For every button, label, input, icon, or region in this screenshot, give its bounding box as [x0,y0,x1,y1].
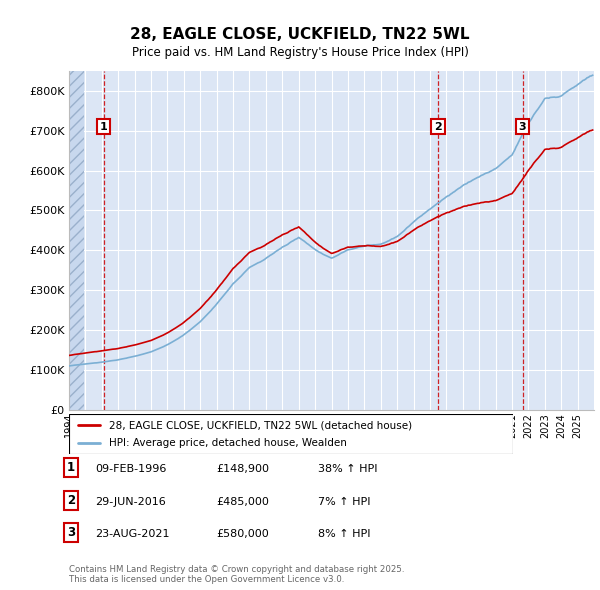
Text: £580,000: £580,000 [216,529,269,539]
Text: 23-AUG-2021: 23-AUG-2021 [95,529,169,539]
Text: 38% ↑ HPI: 38% ↑ HPI [318,464,377,474]
Text: Contains HM Land Registry data © Crown copyright and database right 2025.
This d: Contains HM Land Registry data © Crown c… [69,565,404,584]
Text: 2: 2 [67,494,75,507]
Text: 1: 1 [67,461,75,474]
Text: 1: 1 [100,122,107,132]
Text: £485,000: £485,000 [216,497,269,507]
Text: Price paid vs. HM Land Registry's House Price Index (HPI): Price paid vs. HM Land Registry's House … [131,46,469,59]
Text: 29-JUN-2016: 29-JUN-2016 [95,497,166,507]
Text: 7% ↑ HPI: 7% ↑ HPI [318,497,371,507]
Text: 28, EAGLE CLOSE, UCKFIELD, TN22 5WL (detached house): 28, EAGLE CLOSE, UCKFIELD, TN22 5WL (det… [109,421,412,431]
Text: HPI: Average price, detached house, Wealden: HPI: Average price, detached house, Weal… [109,438,347,448]
Text: £148,900: £148,900 [216,464,269,474]
Text: 3: 3 [67,526,75,539]
Text: 2: 2 [434,122,442,132]
Text: 3: 3 [519,122,526,132]
Text: 09-FEB-1996: 09-FEB-1996 [95,464,166,474]
Text: 28, EAGLE CLOSE, UCKFIELD, TN22 5WL: 28, EAGLE CLOSE, UCKFIELD, TN22 5WL [130,27,470,41]
Bar [69,71,84,410]
Text: 8% ↑ HPI: 8% ↑ HPI [318,529,371,539]
FancyBboxPatch shape [69,414,513,454]
